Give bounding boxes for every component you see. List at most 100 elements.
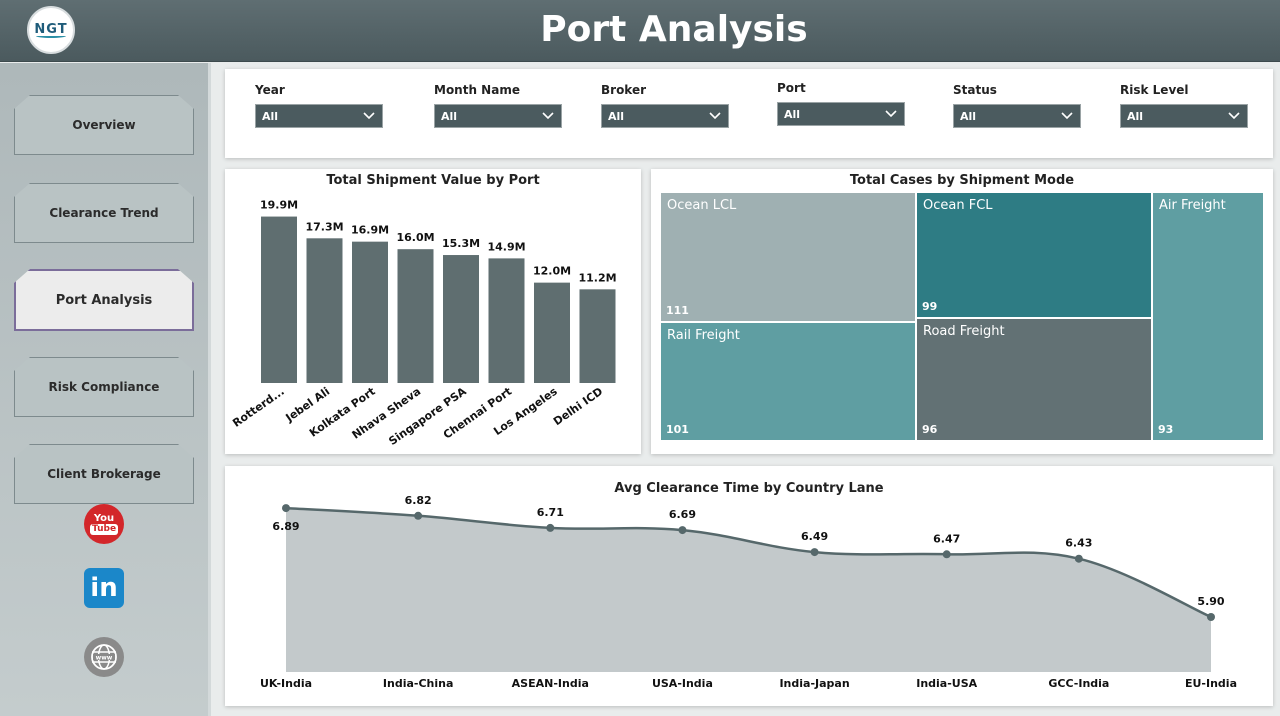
- year-dropdown-value: All: [262, 109, 279, 123]
- month-name-dropdown[interactable]: All: [434, 104, 562, 128]
- data-value-label: 6.71: [537, 506, 564, 519]
- bar[interactable]: [306, 238, 343, 383]
- data-point[interactable]: [1207, 613, 1215, 621]
- website-link[interactable]: www: [83, 636, 125, 678]
- globe-icon: www: [84, 637, 124, 677]
- status-filter: Status All: [953, 83, 1081, 128]
- status-dropdown[interactable]: All: [953, 104, 1081, 128]
- nav-port-analysis-button[interactable]: Port Analysis: [14, 269, 194, 331]
- treemap-title: Total Cases by Shipment Mode: [849, 173, 1075, 188]
- data-point[interactable]: [1074, 554, 1083, 563]
- bar[interactable]: [261, 216, 297, 383]
- youtube-link[interactable]: You Tube: [83, 503, 125, 545]
- nav-client-brokerage-label: Client Brokerage: [47, 467, 161, 481]
- bar[interactable]: [534, 282, 570, 383]
- data-value-label: 5.90: [1197, 595, 1224, 608]
- year-filter-label: Year: [255, 83, 285, 97]
- x-axis-tick-label: Delhi ICD: [551, 385, 605, 428]
- data-point[interactable]: [678, 526, 687, 535]
- x-axis-tick-label: India-Japan: [779, 677, 849, 690]
- treemap-value: 101: [666, 423, 689, 436]
- port-filter: Port All: [777, 81, 905, 126]
- chevron-down-icon: [542, 112, 554, 120]
- treemap-label: Rail Freight: [667, 328, 740, 343]
- broker-dropdown-value: All: [608, 109, 625, 123]
- x-axis-tick-label: UK-India: [260, 677, 312, 690]
- bar-value-label: 11.2M: [578, 271, 616, 284]
- treemap-value: 96: [922, 423, 938, 436]
- risk-level-filter-label: Risk Level: [1120, 83, 1189, 97]
- bar-value-label: 14.9M: [487, 240, 525, 253]
- port-dropdown-value: All: [784, 107, 801, 121]
- broker-filter-label: Broker: [601, 83, 647, 97]
- data-point[interactable]: [942, 550, 951, 559]
- x-axis-tick-label: Rotterd...: [230, 385, 286, 430]
- risk-level-dropdown[interactable]: All: [1120, 104, 1248, 128]
- sidebar: Overview Clearance Trend Port Analysis R…: [0, 63, 211, 716]
- nav-risk-compliance-button[interactable]: Risk Compliance: [14, 357, 194, 417]
- nav-client-brokerage-button[interactable]: Client Brokerage: [14, 444, 194, 504]
- svg-text:www: www: [96, 655, 113, 662]
- treemap-cell-rail-freight[interactable]: Rail Freight 101: [660, 322, 916, 441]
- risk-level-filter: Risk Level All: [1120, 83, 1248, 128]
- treemap-cell-road-freight[interactable]: Road Freight 96: [916, 318, 1152, 441]
- data-value-label: 6.69: [669, 508, 696, 521]
- data-value-label: 6.43: [1065, 537, 1092, 550]
- treemap-cell-air-freight[interactable]: Air Freight 93: [1152, 192, 1264, 441]
- bar[interactable]: [352, 241, 388, 383]
- nav-port-analysis-label: Port Analysis: [55, 292, 153, 308]
- series-line: [285, 506, 1212, 619]
- nav-clearance-trend-label: Clearance Trend: [49, 206, 159, 220]
- linkedin-link[interactable]: in: [83, 567, 125, 609]
- treemap-cell-ocean-fcl[interactable]: Ocean FCL 99: [916, 192, 1152, 318]
- area-chart: 6.89 UK-India 6.82 India-China 6.71 ASEAN-Ind…: [260, 494, 1237, 690]
- linkedin-icon: in: [84, 568, 124, 608]
- port-dropdown[interactable]: All: [777, 102, 905, 126]
- youtube-icon-text-bottom: Tube: [89, 524, 119, 535]
- bar[interactable]: [397, 249, 434, 383]
- bar-value-label: 17.3M: [305, 220, 343, 233]
- data-value-label: 6.47: [933, 532, 960, 545]
- x-axis-tick-label: GCC-India: [1048, 677, 1109, 690]
- month-name-filter-label: Month Name: [434, 83, 520, 97]
- x-axis-tick-label: ASEAN-India: [512, 677, 589, 690]
- bar[interactable]: [488, 258, 525, 383]
- youtube-icon-text-top: You: [93, 513, 115, 524]
- broker-filter: Broker All: [601, 83, 729, 128]
- bar-value-label: 16.0M: [396, 231, 434, 244]
- bar-value-label: 19.9M: [260, 199, 298, 212]
- bar-value-label: 12.0M: [533, 265, 571, 278]
- data-value-label: 6.82: [405, 494, 432, 507]
- year-dropdown[interactable]: All: [255, 104, 383, 128]
- area-chart-title: Avg Clearance Time by Country Lane: [614, 481, 884, 496]
- data-point[interactable]: [546, 523, 555, 532]
- data-value-label: 6.89: [272, 520, 299, 533]
- bar-value-label: 16.9M: [351, 224, 389, 237]
- treemap-cell-ocean-lcl[interactable]: Ocean LCL 111: [660, 192, 916, 322]
- treemap-label: Air Freight: [1159, 198, 1226, 213]
- year-filter: Year All: [255, 83, 383, 128]
- data-point[interactable]: [282, 504, 290, 513]
- filter-panel: Year All Month Name All Broker All Port …: [225, 69, 1273, 158]
- chevron-down-icon: [885, 110, 897, 118]
- x-axis-tick-label: USA-India: [652, 677, 713, 690]
- data-point[interactable]: [810, 548, 819, 557]
- company-logo[interactable]: NGT: [27, 6, 75, 54]
- nav-overview-button[interactable]: Overview: [14, 95, 194, 155]
- header-bar: NGT Port Analysis: [0, 0, 1280, 62]
- bar[interactable]: [443, 255, 479, 383]
- bar[interactable]: [579, 289, 616, 383]
- month-name-filter: Month Name All: [434, 83, 562, 128]
- broker-dropdown[interactable]: All: [601, 104, 729, 128]
- data-point[interactable]: [414, 511, 423, 520]
- treemap-value: 93: [1158, 423, 1174, 436]
- nav-clearance-trend-button[interactable]: Clearance Trend: [14, 183, 194, 243]
- nav-risk-compliance-label: Risk Compliance: [48, 380, 160, 394]
- area-fill: [286, 508, 1211, 672]
- clearance-time-chart-panel: Avg Clearance Time by Country Lane 6.89 U…: [225, 466, 1273, 706]
- x-axis-tick-label: India-USA: [916, 677, 977, 690]
- status-filter-label: Status: [953, 83, 997, 97]
- chevron-down-icon: [363, 112, 375, 120]
- port-filter-label: Port: [777, 81, 806, 95]
